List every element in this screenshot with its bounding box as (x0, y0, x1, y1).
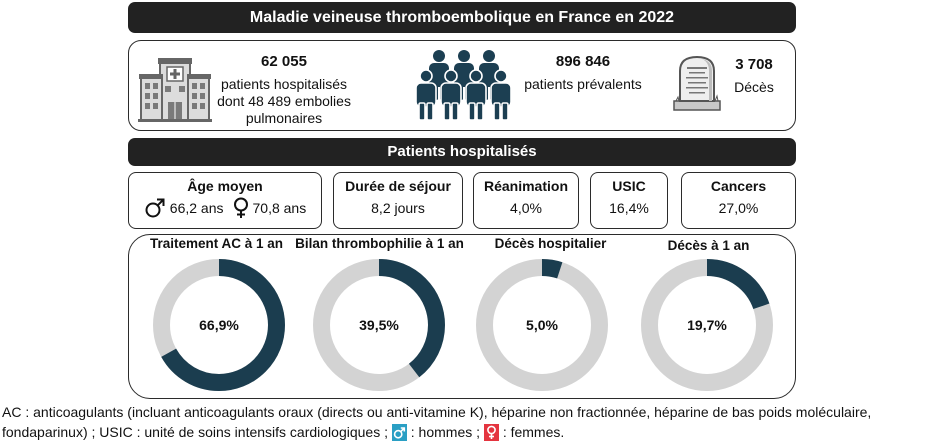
person-figure (490, 69, 512, 121)
embolism-label-end: pulmonaires (245, 110, 323, 126)
deaths-count: 3 708 (735, 56, 773, 73)
donut-arc (152, 258, 285, 391)
female-age-value: 70,8 ans (252, 200, 307, 216)
summary-panel: 62 055 patients hospitalisés dont 48 489… (128, 40, 796, 131)
footnote-line-2: fondaparinux) ; USIC : unité de soins in… (2, 422, 932, 442)
stat-value: 8,2 jours (371, 200, 425, 216)
donut-chart-treatment: 66,9% (152, 258, 285, 391)
donut-title-hospital-death: Décès hospitalier (494, 236, 607, 251)
prevalent-count: 896 846 (555, 53, 611, 70)
stat-value: 27,0% (718, 200, 759, 216)
prevalent-summary: 896 846 patients prévalents (517, 53, 649, 93)
stat-label: USIC (612, 178, 646, 194)
female-symbol-icon (233, 197, 248, 218)
donut-title-treatment: Traitement AC à 1 an (149, 236, 284, 251)
donut-title-thrombophilia: Bilan thrombophilie à 1 an (295, 236, 464, 251)
hospitalized-label: patients hospitalisés (220, 76, 348, 92)
section-title: Patients hospitalisés (128, 138, 796, 166)
person-figure (465, 69, 487, 121)
donut-chart-one-year-death: 19,7% (640, 258, 773, 391)
stat-average-age: Âge moyen 66,2 ans 70,8 ans (128, 172, 322, 229)
prevalent-label: patients prévalents (524, 76, 642, 92)
footnote: AC : anticoagulants (incluant anticoagul… (2, 402, 932, 442)
donut-charts-panel: Traitement AC à 1 an Bilan thrombophilie… (128, 234, 796, 399)
person-figure (440, 69, 462, 121)
deaths-label: Décès (734, 79, 774, 95)
donut-arc (640, 258, 773, 391)
hospitalized-count: 62 055 (261, 53, 307, 70)
stat-icu: Réanimation 4,0% (473, 172, 579, 229)
age-values: 66,2 ans 70,8 ans (129, 197, 321, 219)
footnote-line-1: AC : anticoagulants (incluant anticoagul… (2, 404, 872, 420)
stat-label: Cancers (710, 178, 767, 194)
donut-value-label: 39,5% (359, 317, 399, 333)
stat-length-of-stay: Durée de séjour 8,2 jours (333, 172, 463, 229)
donut-chart-thrombophilia: 39,5% (312, 258, 445, 391)
female-legend-label: : femmes. (502, 424, 565, 440)
donut-value-label: 5,0% (526, 317, 558, 333)
stat-label: Durée de séjour (345, 178, 451, 194)
stat-label: Âge moyen (187, 178, 263, 194)
stat-label: Réanimation (483, 178, 568, 194)
stat-usic: USIC 16,4% (590, 172, 668, 229)
stat-value: 16,4% (609, 200, 649, 216)
stat-value: 4,0% (510, 200, 542, 216)
donut-title-one-year-death: Décès à 1 an (667, 238, 750, 253)
hospital-icon (138, 58, 212, 122)
page-title: Maladie veineuse thromboembolique en Fra… (128, 2, 796, 33)
donut-value-label: 19,7% (687, 317, 727, 333)
stat-cancers: Cancers 27,0% (681, 172, 796, 229)
donut-chart-hospital-death: 5,0% (475, 258, 608, 391)
female-legend-icon (483, 424, 499, 441)
male-age-value: 66,2 ans (169, 200, 224, 216)
hospitalized-summary: 62 055 patients hospitalisés dont 48 489… (213, 53, 355, 127)
people-group-icon (415, 50, 512, 121)
male-symbol-icon (145, 198, 165, 218)
donut-arc (475, 258, 608, 391)
embolism-label: dont 48 489 embolies (217, 93, 351, 109)
male-legend-label: : hommes ; (410, 424, 481, 440)
deaths-summary: 3 708 Décès (725, 56, 783, 96)
donut-value-label: 66,9% (199, 317, 239, 333)
person-figure (415, 69, 437, 121)
footnote-usic-text: fondaparinux) ; USIC : unité de soins in… (2, 424, 388, 440)
gravestone-icon (673, 55, 721, 111)
male-legend-icon (391, 424, 407, 441)
donut-arc (312, 258, 445, 391)
